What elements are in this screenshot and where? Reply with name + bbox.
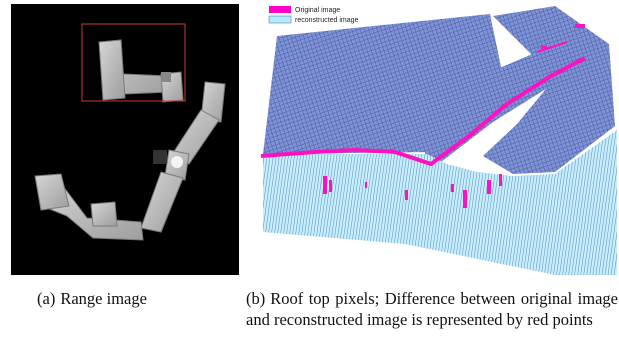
- legend-swatch-reconstructed: [268, 15, 292, 24]
- range-image: [11, 4, 239, 275]
- region-of-interest-box: [81, 23, 186, 102]
- range-image-panel: [11, 4, 239, 275]
- difference-points: [323, 24, 585, 208]
- caption-b: (b) Roof top pixels; Difference between o…: [246, 288, 618, 330]
- caption-b-label: (b): [246, 289, 266, 308]
- legend-swatch-original: [269, 6, 291, 13]
- roof-mesh-panel: Original image reconstructed image: [255, 4, 617, 275]
- legend-label-reconstructed: reconstructed image: [295, 17, 359, 24]
- front-wall: [263, 130, 617, 275]
- caption-b-text: Roof top pixels; Difference between orig…: [246, 289, 618, 329]
- caption-a-label: (a): [37, 289, 56, 308]
- roof-mesh-plot: Original image reconstructed image: [260, 6, 617, 275]
- roof-right: [483, 6, 615, 174]
- caption-a-text: Range image: [60, 289, 147, 308]
- difference-ridge: [260, 56, 586, 167]
- caption-a: (a) Range image: [37, 288, 237, 309]
- legend: Original image reconstructed image: [268, 6, 359, 24]
- legend-label-original: Original image: [295, 7, 340, 14]
- bright-spot: [171, 156, 183, 168]
- building-footprint: [34, 39, 226, 241]
